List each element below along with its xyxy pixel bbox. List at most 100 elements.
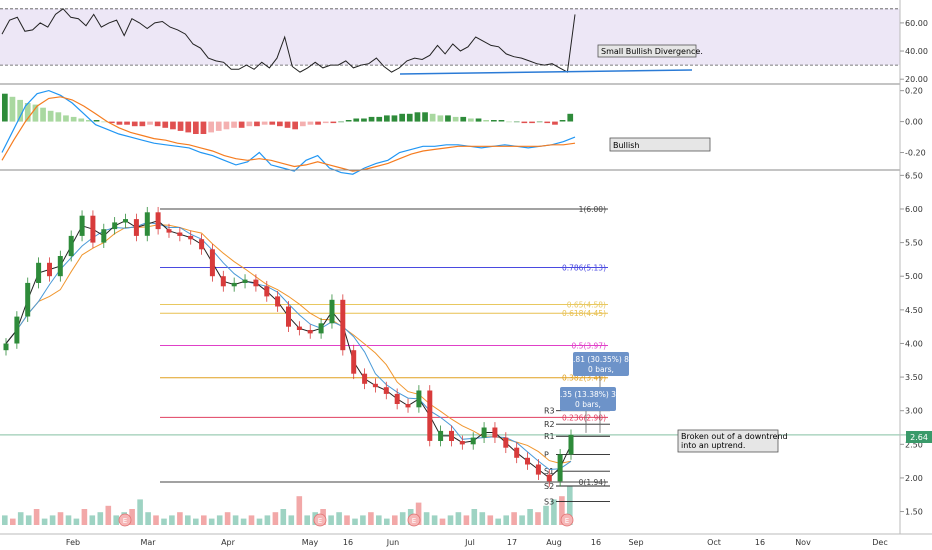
- macd-histogram-bar: [55, 112, 62, 122]
- candle-body: [47, 262, 52, 277]
- fib-level-label: 0.382(3.49): [562, 374, 606, 383]
- candle-body: [383, 387, 389, 394]
- candle-body: [90, 215, 96, 243]
- measure-box-top: [573, 352, 629, 376]
- candle-body: [481, 427, 487, 438]
- rsi-annotation-box: [597, 44, 697, 58]
- earnings-marker-label: E: [123, 517, 127, 525]
- volume-bar: [129, 509, 135, 525]
- earnings-marker: [118, 513, 132, 527]
- volume-bar: [479, 512, 486, 525]
- candle-body: [557, 454, 563, 482]
- candle-body: [133, 219, 139, 236]
- macd-tick-label: 0.20: [905, 87, 923, 96]
- volume-bar: [81, 509, 88, 525]
- candle-body: [459, 441, 465, 445]
- macd-histogram-bar: [491, 120, 497, 122]
- macd-histogram-bar: [185, 121, 192, 133]
- volume-bar: [49, 515, 56, 525]
- x-tick-label: Dec: [872, 538, 887, 547]
- volume-bar: [216, 515, 223, 525]
- price-tick-label: 2.50: [905, 440, 923, 449]
- volume-bar: [33, 509, 40, 525]
- volume-bar: [89, 515, 96, 525]
- macd-histogram-bar: [483, 120, 489, 122]
- macd-histogram-bar: [208, 121, 214, 133]
- candle-body: [568, 434, 574, 455]
- macd-histogram-bar: [24, 103, 31, 122]
- macd-histogram-bar: [63, 115, 69, 122]
- volume-bar: [439, 518, 446, 525]
- volume-bar: [97, 512, 104, 525]
- candle-body: [25, 282, 31, 317]
- price-tick-label: 5.50: [905, 239, 923, 248]
- candle-body: [362, 373, 368, 384]
- volume-bar: [399, 512, 406, 525]
- macd-annotation-box: [609, 137, 711, 152]
- volume-bar: [105, 505, 112, 525]
- candle-body: [535, 464, 541, 475]
- volume-bar: [360, 515, 366, 525]
- earnings-marker: [313, 513, 327, 527]
- candle-body: [177, 232, 183, 236]
- earnings-marker: [407, 513, 421, 527]
- candle-body: [318, 323, 324, 334]
- macd-histogram-bar: [506, 121, 512, 123]
- volume-bar: [65, 515, 72, 525]
- macd-signal-line: [1, 96, 576, 172]
- macd-histogram-bar: [70, 116, 77, 122]
- macd-histogram-bar: [445, 115, 451, 122]
- fib-level-label: 0(1.94): [579, 478, 606, 487]
- x-tick-label: Sep: [628, 538, 643, 547]
- rsi-divergence-trendline: [399, 69, 693, 75]
- volume-bar: [185, 515, 191, 525]
- price-tick-label: 4.50: [905, 306, 923, 315]
- macd-histogram-bar: [246, 121, 253, 127]
- macd-histogram-bar: [391, 115, 398, 122]
- macd-histogram-bar: [261, 121, 268, 125]
- ma-fast-line: [5, 220, 572, 479]
- candle-body: [449, 430, 454, 441]
- macd-histogram-bar: [498, 120, 505, 122]
- macd-histogram-bar: [475, 118, 482, 122]
- x-tick-label: 16: [591, 538, 601, 547]
- last-price-tag[interactable]: [906, 431, 932, 443]
- volume-bar: [2, 515, 8, 525]
- candle-body: [416, 390, 422, 408]
- macd-histogram-bar: [231, 121, 237, 128]
- volume-bar: [41, 518, 48, 525]
- volume-bar: [280, 509, 287, 525]
- candle-body: [231, 282, 237, 287]
- candle-body: [525, 457, 530, 465]
- fib-level-label: 0.236(2.90): [562, 413, 606, 422]
- macd-histogram-bar: [2, 93, 8, 122]
- volume-bar: [519, 515, 525, 525]
- price-tick-label: 2.00: [905, 474, 923, 483]
- macd-histogram-bar: [200, 121, 207, 134]
- volume-bar: [527, 509, 533, 525]
- candle-body: [340, 299, 346, 351]
- candle-body: [123, 219, 128, 223]
- volume-bar: [559, 496, 565, 525]
- candle-body: [155, 212, 161, 230]
- volume-bar: [145, 512, 151, 525]
- x-tick-label: Jun: [386, 538, 400, 547]
- candle-body: [503, 437, 509, 448]
- volume-bar: [423, 512, 430, 525]
- candle-body: [3, 343, 9, 351]
- x-tick-label: Aug: [546, 538, 562, 547]
- macd-histogram-bar: [307, 121, 314, 125]
- macd-histogram-bar: [47, 110, 54, 122]
- ma-slow-line: [5, 224, 572, 464]
- volume-bar: [336, 512, 342, 525]
- candle-body: [166, 229, 172, 233]
- macd-histogram-bar: [422, 112, 428, 122]
- x-tick-label: Oct: [707, 538, 721, 547]
- volume-bar: [264, 515, 271, 525]
- volume-bar: [201, 515, 207, 525]
- measure-top-line1: 0.81 (30.35%) 81: [568, 355, 634, 364]
- rsi-tick-label: 40.00: [905, 47, 928, 56]
- volume-bar: [288, 515, 295, 525]
- y-axes: 60.00 40.00 20.00 0.20 0.00 -0.20 6.50 6.00 5.50…: [899, 0, 928, 534]
